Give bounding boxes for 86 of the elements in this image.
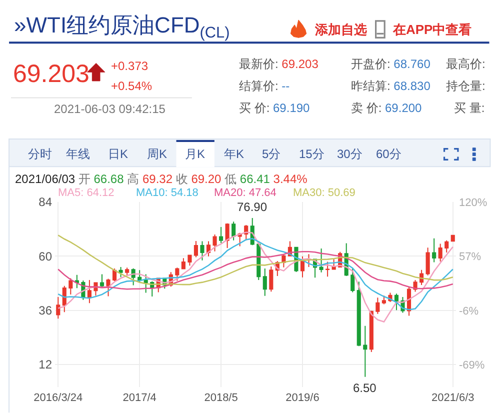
text: 周K xyxy=(147,147,168,161)
text: 买 量: xyxy=(454,101,485,115)
candlestick xyxy=(175,267,180,282)
text: 日K xyxy=(108,147,128,161)
line-series xyxy=(57,232,454,322)
text: 69.203 xyxy=(13,60,90,88)
text: 30分 xyxy=(337,147,362,161)
candlestick xyxy=(131,268,136,286)
candlestick xyxy=(232,221,236,241)
candlestick xyxy=(212,234,217,252)
candlestick xyxy=(426,247,430,276)
candlestick xyxy=(432,238,436,263)
text: 2021/06/03 开 66.68 高 69.32 收 69.20 低 66.41 3.44% xyxy=(15,172,308,186)
text: 最新价: 69.203 xyxy=(239,57,319,71)
text: 添加自选 xyxy=(314,22,367,37)
y-tick-label: 84 xyxy=(38,195,52,210)
text: 卖 价: 69.200 xyxy=(351,101,422,115)
candlestick xyxy=(319,248,324,273)
text: MA20: 47.64 xyxy=(214,187,276,199)
candlestick xyxy=(56,296,60,320)
candlestick xyxy=(62,285,66,313)
candlestick xyxy=(262,268,267,296)
candlestick xyxy=(376,297,380,314)
candlestick xyxy=(356,281,361,347)
line-series xyxy=(57,238,454,310)
text: 开盘价: 68.760 xyxy=(351,57,431,71)
y2-tick-label: -6% xyxy=(459,305,479,318)
text: 持仓量: xyxy=(446,79,486,93)
candlestick xyxy=(438,243,442,262)
candlestick xyxy=(369,310,374,353)
text: 买 价: 69.190 xyxy=(239,101,310,115)
y-tick-label: 60 xyxy=(38,249,52,264)
candlestick xyxy=(194,240,198,258)
candlestick xyxy=(74,274,79,289)
text: MA10: 54.18 xyxy=(136,187,198,199)
candlestick xyxy=(350,268,355,293)
text: 60分 xyxy=(376,147,402,161)
text: 年K xyxy=(224,147,244,161)
text: 在APP中查看 xyxy=(392,22,472,37)
candlestick xyxy=(100,274,104,288)
text: +0.373 xyxy=(111,59,148,73)
text: 2021-06-03 09:42:15 xyxy=(54,102,166,116)
text: 5分 xyxy=(262,147,281,161)
candlestick xyxy=(363,325,368,378)
text: MA30: 50.69 xyxy=(293,187,356,199)
candlestick xyxy=(394,293,399,311)
text: +0.54% xyxy=(111,79,152,93)
text: 最高价: xyxy=(446,57,486,71)
candlestick xyxy=(144,274,148,294)
candlestick xyxy=(188,254,192,266)
candlestick xyxy=(444,240,449,254)
line-series xyxy=(57,234,454,286)
candlestick xyxy=(181,258,186,270)
x-tick-label: 2017/4 xyxy=(122,392,156,404)
text: 昨结算: 68.830 xyxy=(351,79,431,93)
text: 结算价: -- xyxy=(239,79,290,93)
annotation: 76.90 xyxy=(237,200,268,214)
text: 月K xyxy=(185,147,206,161)
x-tick-label: 2019/6 xyxy=(286,392,320,404)
candlestick xyxy=(382,295,386,305)
y2-tick-label: 57% xyxy=(459,251,482,264)
annotation: 6.50 xyxy=(353,381,377,395)
candlestick xyxy=(106,278,110,297)
y-tick-label: 12 xyxy=(38,358,52,372)
candlestick xyxy=(326,261,330,278)
x-tick-label: 2021/6/3 xyxy=(431,392,474,404)
line-series xyxy=(57,250,454,290)
candlestick xyxy=(269,266,274,292)
x-tick-label: 2018/5 xyxy=(204,392,238,404)
chart-title: »WTI纽约原油CFD$_{(CL)}$ xyxy=(14,12,230,42)
y2-tick-label: 120% xyxy=(459,196,488,209)
text: 年线 xyxy=(66,147,90,161)
candlestick xyxy=(219,226,224,244)
text: 分时 xyxy=(28,147,52,161)
y-tick-label: 36 xyxy=(38,303,52,318)
text: MA5: 64.12 xyxy=(58,187,114,199)
x-tick-label: 2016/3/24 xyxy=(34,392,83,404)
candlestick xyxy=(450,234,455,242)
text: 15分 xyxy=(299,147,324,161)
candlestick xyxy=(125,267,130,276)
y2-tick-label: -69% xyxy=(459,360,485,372)
candlestick xyxy=(68,278,73,295)
candlestick xyxy=(225,222,230,249)
candlestick xyxy=(87,280,92,304)
candlestick xyxy=(200,240,204,261)
candlestick xyxy=(118,266,123,278)
